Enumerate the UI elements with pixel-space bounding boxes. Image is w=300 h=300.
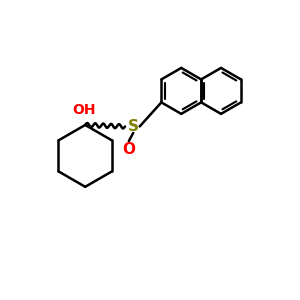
Text: OH: OH <box>72 103 95 117</box>
Text: O: O <box>122 142 135 157</box>
Text: S: S <box>128 119 139 134</box>
